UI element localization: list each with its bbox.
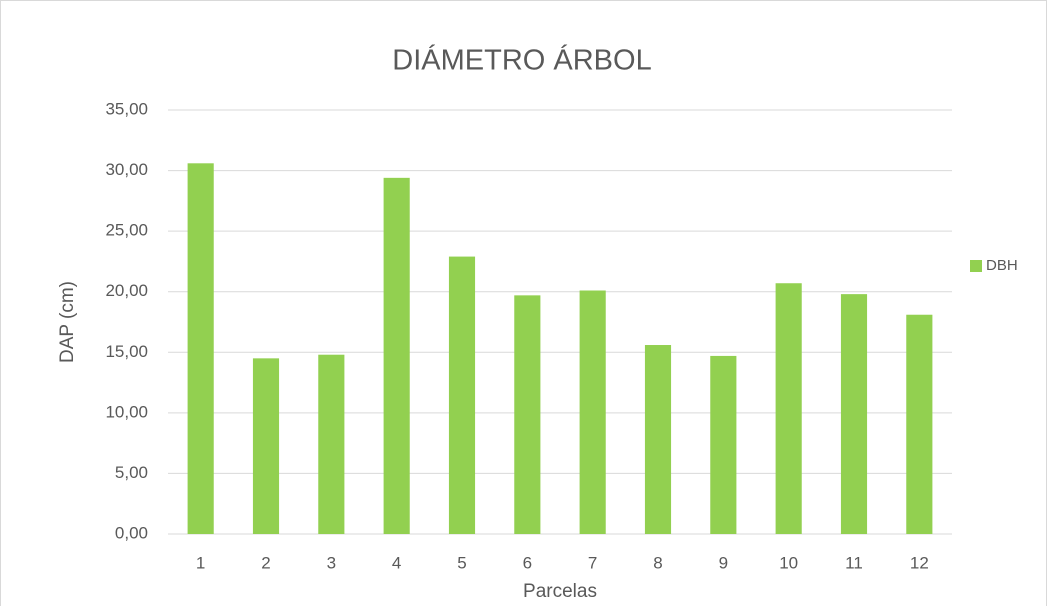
y-axis-label: DAP (cm) — [57, 281, 78, 363]
bar — [252, 358, 280, 534]
y-tick-label: 30,00 — [105, 160, 148, 179]
legend-label: DBH — [986, 257, 1018, 274]
legend-swatch — [970, 260, 982, 272]
x-tick-label: 1 — [196, 553, 205, 572]
y-tick-label: 5,00 — [115, 463, 148, 482]
bar — [906, 314, 933, 534]
x-tick-label: 7 — [588, 553, 597, 572]
y-tick-label: 25,00 — [105, 221, 148, 240]
bar — [187, 163, 214, 534]
x-tick-label: 3 — [327, 553, 336, 572]
x-axis-label: Parcelas — [523, 581, 597, 602]
chart-title: DIÁMETRO ÁRBOL — [392, 44, 651, 77]
x-tick-label: 6 — [523, 553, 532, 572]
y-tick-label: 0,00 — [115, 523, 148, 542]
x-tick-label: 5 — [457, 553, 466, 572]
bar — [644, 345, 672, 534]
x-tick-label: 11 — [845, 553, 863, 572]
bar — [579, 290, 606, 534]
x-tick-label: 12 — [910, 553, 929, 572]
x-tick-label: 4 — [392, 553, 401, 572]
x-tick-label: 8 — [653, 553, 662, 572]
bar — [710, 355, 737, 534]
bar — [775, 283, 802, 534]
bar — [514, 295, 541, 534]
y-tick-label: 15,00 — [105, 342, 148, 361]
x-tick-label: 2 — [261, 553, 270, 572]
y-tick-label: 20,00 — [105, 281, 148, 300]
bar — [448, 256, 476, 534]
bar — [318, 354, 345, 534]
bar — [840, 294, 868, 534]
x-tick-label: 10 — [779, 553, 798, 572]
y-tick-label: 10,00 — [105, 402, 148, 421]
bar — [383, 177, 410, 534]
x-tick-label: 9 — [719, 553, 728, 572]
y-tick-label: 35,00 — [105, 99, 148, 118]
